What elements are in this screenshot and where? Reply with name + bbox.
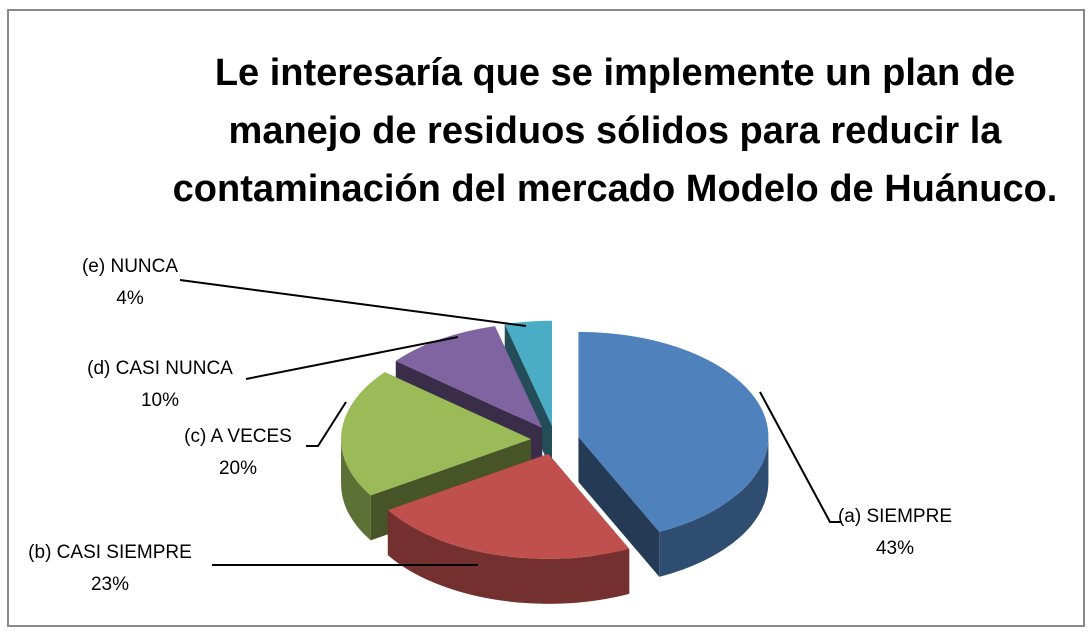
- data-label: 23%: [91, 574, 129, 595]
- data-label: (b) CASI SIEMPRE: [28, 542, 192, 563]
- data-label: (c) A VECES: [184, 426, 292, 447]
- data-label: 43%: [876, 538, 914, 559]
- leader-line: [179, 279, 527, 327]
- leader-line: [245, 336, 459, 380]
- data-label: 10%: [141, 390, 179, 411]
- slice: [395, 326, 543, 428]
- data-label: 4%: [116, 288, 144, 309]
- slice-side: [578, 436, 660, 577]
- slice: [504, 320, 552, 426]
- slice-side: [387, 510, 630, 604]
- leader-line: [306, 401, 347, 447]
- leader-line: [759, 391, 842, 523]
- data-label: (e) NUNCA: [82, 256, 178, 277]
- data-label: 20%: [219, 458, 257, 479]
- slice: [578, 331, 769, 532]
- data-label: (a) SIEMPRE: [838, 506, 952, 527]
- slice: [341, 372, 532, 496]
- slice: [387, 453, 630, 559]
- data-label: (d) CASI NUNCA: [87, 358, 233, 379]
- slice-side: [659, 436, 769, 577]
- chart-title: Le interesaría que se implemente un plan…: [172, 52, 1058, 210]
- slice-side: [341, 439, 371, 541]
